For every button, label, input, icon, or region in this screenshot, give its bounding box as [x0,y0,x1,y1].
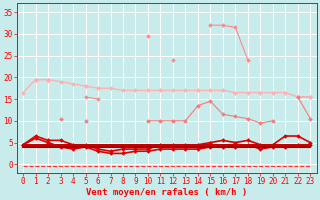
X-axis label: Vent moyen/en rafales ( km/h ): Vent moyen/en rafales ( km/h ) [86,188,247,197]
